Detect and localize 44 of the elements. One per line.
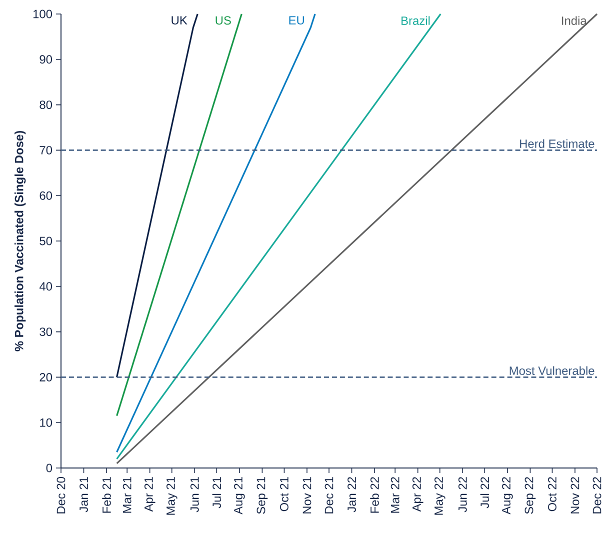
x-tick-label: Jun 22	[458, 477, 467, 512]
x-tick-label: Jul 22	[480, 477, 490, 508]
y-tick-label: 50	[40, 236, 52, 246]
x-tick-label: Dec 21	[324, 477, 334, 514]
series-label: India	[562, 16, 587, 25]
y-tick-label: 0	[46, 464, 52, 472]
y-tick-label: 80	[40, 100, 52, 110]
x-tick-label: Feb 22	[370, 477, 379, 513]
x-tick-label: Apr 22	[412, 477, 424, 512]
y-tick-label: 100	[33, 10, 52, 18]
x-tick-label: Sep 22	[524, 477, 536, 514]
series-label: EU	[289, 16, 304, 25]
series-label: Brazil	[402, 16, 430, 25]
x-tick-label: Jun 21	[190, 477, 199, 512]
y-axis-title: % Population Vaccinated (Single Dose)	[14, 130, 26, 352]
y-tick-label: 40	[39, 282, 52, 291]
x-tick-label: Dec 22	[592, 477, 602, 514]
x-tick-label: Aug 21	[234, 477, 245, 514]
series-label: UK	[172, 16, 188, 25]
x-tick-label: Mar 22	[390, 477, 400, 513]
ref-line-label: Most Vulnerable	[510, 366, 594, 375]
x-tick-label: Oct 21	[280, 477, 288, 512]
x-tick-label: Aug 22	[502, 477, 513, 514]
x-tick-label: Nov 22	[570, 477, 580, 514]
x-tick-label: Jan 21	[80, 477, 88, 512]
x-tick-label: May 21	[166, 477, 178, 515]
x-tick-label: May 22	[434, 477, 446, 515]
series-label: US	[216, 16, 231, 25]
y-tick-label: 90	[40, 55, 52, 64]
x-tick-label: Jul 21	[212, 477, 222, 508]
ref-line-label: Herd Estimate	[520, 139, 594, 148]
x-tick-label: Oct 22	[548, 477, 556, 512]
y-tick-label: 60	[40, 191, 52, 200]
x-tick-label: Mar 21	[122, 477, 132, 513]
x-tick-label: Jan 22	[348, 477, 356, 512]
y-tick-label: 20	[40, 372, 52, 382]
x-tick-label: Apr 21	[144, 477, 156, 512]
x-tick-label: Sep 21	[256, 477, 268, 514]
y-tick-label: 70	[40, 146, 52, 154]
x-tick-label: Nov 21	[302, 477, 312, 514]
x-tick-label: Dec 20	[56, 476, 66, 514]
x-tick-label: Feb 21	[102, 477, 111, 513]
y-tick-label: 10	[40, 418, 52, 427]
y-tick-label: 30	[40, 328, 52, 336]
